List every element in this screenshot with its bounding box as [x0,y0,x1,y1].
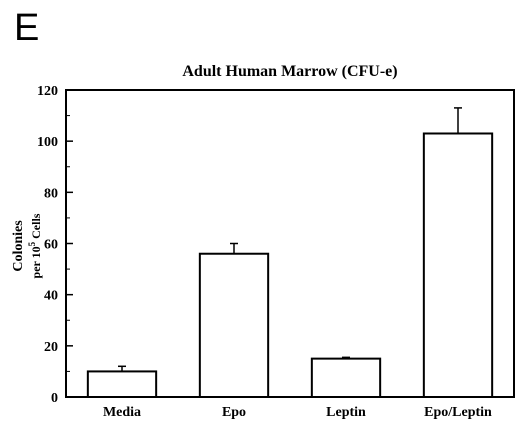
chart-title: Adult Human Marrow (CFU-e) [182,63,397,80]
plot-area: 0 20 40 60 80 100 120 Media Epo Leptin Epo/Leptin [37,84,515,420]
bar-epo [198,252,270,398]
y-tick-label: 0 [51,391,58,406]
x-category-label: Epo [222,405,246,420]
x-category-label: Epo/Leptin [424,405,492,420]
y-tick-label: 20 [44,340,58,355]
y-tick-label: 60 [44,238,58,253]
bar-media [86,370,158,398]
bar-leptin [310,357,382,398]
bar-epo-leptin [422,132,494,398]
y-tick-label: 80 [44,186,58,201]
panel-letter: E [14,7,39,49]
y-tick-label: 40 [44,289,58,304]
y-axis-label: Colonies per 105 Cells [11,213,43,278]
y-axis-label-line2: per 105 Cells [27,213,43,278]
x-category-label: Leptin [326,405,366,420]
y-tick-label: 100 [37,135,58,150]
y-tick-label: 120 [37,84,58,99]
y-axis-label-line1: Colonies [11,220,26,272]
x-category-label: Media [103,405,141,420]
